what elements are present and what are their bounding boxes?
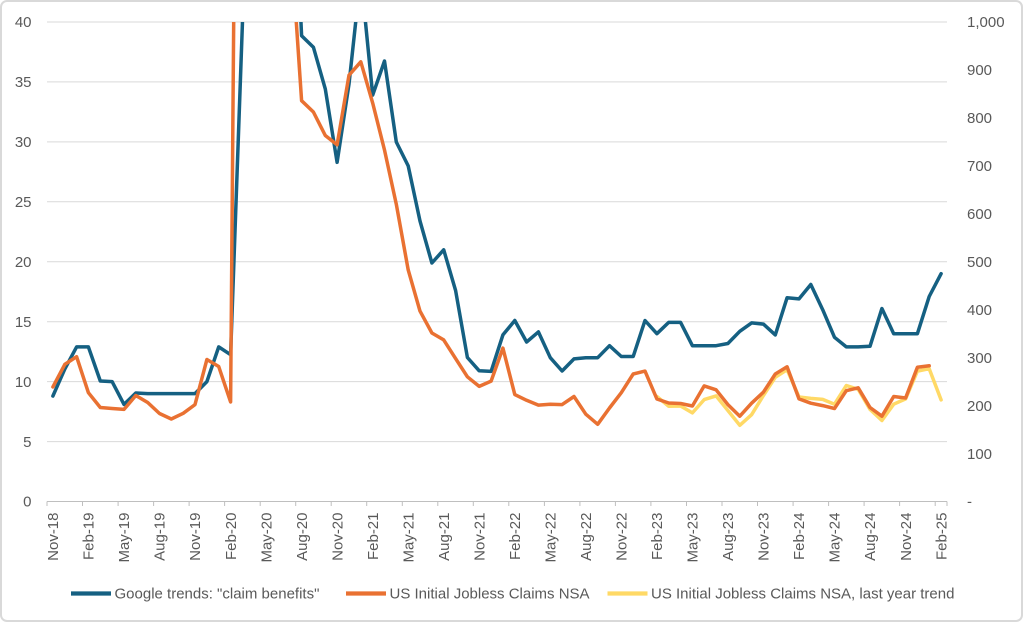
svg-text:700: 700 <box>967 158 992 175</box>
svg-text:5: 5 <box>23 434 31 451</box>
svg-text:600: 600 <box>967 206 992 223</box>
svg-text:300: 300 <box>967 350 992 367</box>
svg-text:May-23: May-23 <box>685 513 702 563</box>
svg-text:May-21: May-21 <box>400 513 417 563</box>
svg-text:Aug-21: Aug-21 <box>436 513 453 561</box>
svg-text:Nov-23: Nov-23 <box>756 513 773 561</box>
svg-text:100: 100 <box>967 446 992 463</box>
svg-text:40: 40 <box>15 14 32 31</box>
svg-text:May-22: May-22 <box>543 513 560 563</box>
svg-text:900: 900 <box>967 62 992 79</box>
svg-text:Nov-24: Nov-24 <box>898 513 915 561</box>
svg-text:0: 0 <box>23 494 31 511</box>
svg-text:10: 10 <box>15 374 32 391</box>
svg-text:Feb-22: Feb-22 <box>507 513 524 561</box>
svg-text:US Initial Jobless Claims NSA: US Initial Jobless Claims NSA <box>390 586 590 603</box>
svg-text:500: 500 <box>967 254 992 271</box>
svg-text:15: 15 <box>15 314 32 331</box>
svg-text:200: 200 <box>967 398 992 415</box>
svg-text:30: 30 <box>15 134 32 151</box>
svg-text:May-19: May-19 <box>116 513 133 563</box>
svg-text:35: 35 <box>15 74 32 91</box>
svg-text:Feb-20: Feb-20 <box>223 513 240 561</box>
svg-text:Feb-21: Feb-21 <box>365 513 382 561</box>
svg-text:May-24: May-24 <box>827 513 844 563</box>
svg-text:800: 800 <box>967 110 992 127</box>
svg-text:Google trends: "claim benefits: Google trends: "claim benefits" <box>115 586 320 603</box>
svg-text:Aug-19: Aug-19 <box>152 513 169 561</box>
svg-text:May-20: May-20 <box>258 513 275 563</box>
svg-text:Nov-18: Nov-18 <box>45 513 62 561</box>
svg-text:Nov-21: Nov-21 <box>471 513 488 561</box>
svg-text:Feb-19: Feb-19 <box>81 513 98 561</box>
svg-text:-: - <box>967 494 972 511</box>
svg-text:Aug-23: Aug-23 <box>720 513 737 561</box>
svg-text:20: 20 <box>15 254 32 271</box>
svg-text:Nov-22: Nov-22 <box>614 513 631 561</box>
svg-text:Aug-24: Aug-24 <box>862 513 879 561</box>
svg-text:Feb-24: Feb-24 <box>791 513 808 561</box>
svg-text:1,000: 1,000 <box>967 14 1005 31</box>
svg-text:Aug-22: Aug-22 <box>578 513 595 561</box>
svg-text:25: 25 <box>15 194 32 211</box>
svg-text:Nov-20: Nov-20 <box>329 513 346 561</box>
svg-text:Feb-23: Feb-23 <box>649 513 666 561</box>
svg-text:US Initial Jobless Claims NSA,: US Initial Jobless Claims NSA, last year… <box>651 586 954 603</box>
svg-text:Feb-25: Feb-25 <box>933 513 950 561</box>
svg-text:400: 400 <box>967 302 992 319</box>
svg-text:Nov-19: Nov-19 <box>187 513 204 561</box>
svg-text:Aug-20: Aug-20 <box>294 513 311 561</box>
